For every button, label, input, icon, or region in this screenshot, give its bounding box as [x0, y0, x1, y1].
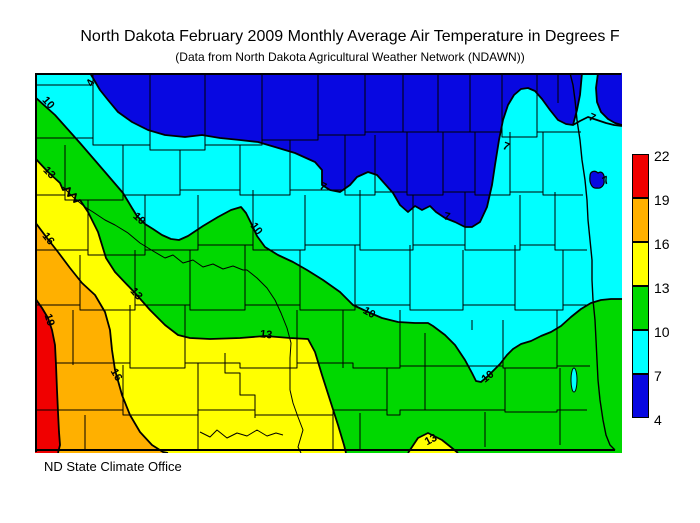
contour-label: 7	[501, 140, 511, 153]
contour-label: 10	[361, 305, 378, 322]
contour-label: 7	[587, 111, 598, 124]
temperature-map: 4 10 13 16 19 13 16 10 10 13 7 7 10 10 13 7 7 7	[35, 73, 622, 453]
band-19-22-fill	[35, 298, 60, 453]
legend-band-4-7	[632, 374, 649, 418]
band-10-13-fill	[35, 97, 622, 453]
band-16-19-fill	[35, 222, 168, 453]
legend-value: 19	[654, 192, 670, 208]
red-river-border	[569, 73, 616, 451]
legend-value: 10	[654, 324, 670, 340]
legend-colorbar	[632, 154, 649, 418]
county-lines	[35, 73, 590, 453]
band-4-7-fill	[90, 73, 582, 227]
legend-value: 16	[654, 236, 670, 252]
legend-value: 7	[654, 368, 662, 384]
contour-label: 16	[108, 367, 125, 384]
legend-value: 13	[654, 280, 670, 296]
state-border	[35, 73, 621, 452]
contour-label: 7	[443, 210, 451, 223]
band-13-16-fill	[35, 158, 346, 453]
credit-text: ND State Climate Office	[44, 459, 182, 474]
legend-band-13-16	[632, 242, 649, 286]
figure-subtitle: (Data from North Dakota Agricultural Wea…	[175, 50, 525, 64]
legend-value: 4	[654, 412, 662, 428]
band-13-16-se-fill	[408, 433, 458, 453]
legend-value: 22	[654, 148, 670, 164]
contour-label: 13	[259, 328, 272, 341]
devils-lake	[589, 170, 605, 189]
legend-band-10-13	[632, 286, 649, 330]
band-4-7-corner-fill	[596, 73, 622, 125]
east-lake	[570, 367, 578, 393]
contour-label: 10	[479, 368, 496, 385]
legend-band-16-19	[632, 198, 649, 242]
contour-label: 10	[248, 220, 265, 237]
contour-label: 13	[423, 432, 439, 448]
contour-label: 7	[318, 180, 329, 193]
legend-band-7-10	[632, 330, 649, 374]
contour-lines	[35, 73, 622, 453]
contour-label: 7	[601, 174, 612, 187]
legend-band-19-22	[632, 154, 649, 198]
figure-title: North Dakota February 2009 Monthly Avera…	[80, 28, 620, 45]
contour-label: 19	[41, 312, 56, 327]
